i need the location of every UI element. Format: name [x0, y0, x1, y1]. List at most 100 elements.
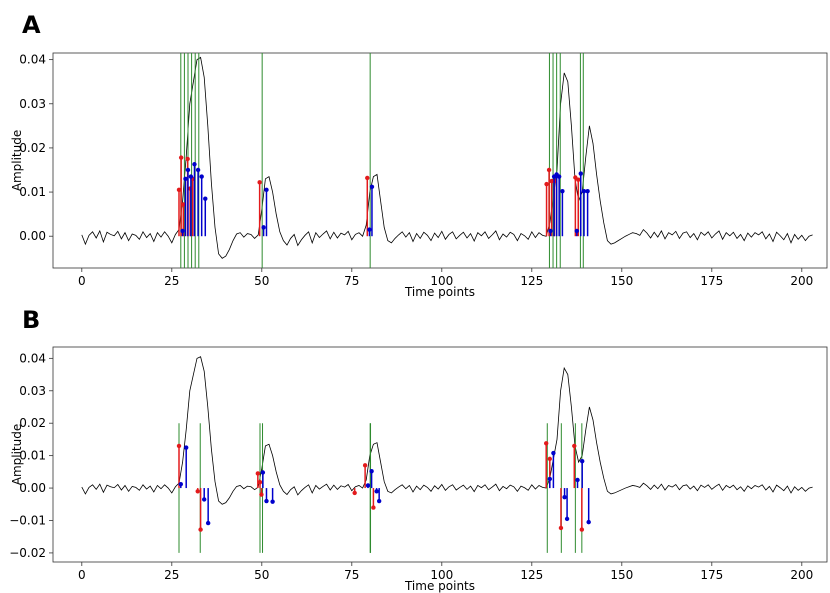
x-tick-label: 175 [700, 274, 723, 288]
blue-stem-marker [192, 162, 197, 167]
x-tick-label: 100 [430, 274, 453, 288]
red-stem-marker [362, 463, 368, 468]
y-tick-label: 0.01 [19, 449, 46, 463]
panel-b: 0 25 50 75 100 125 150 175 200 −0.02 −0.01 0.00 0.0… [9, 346, 828, 593]
y-tick-label: 0.02 [19, 141, 46, 155]
y-tick-label: 0.03 [19, 384, 46, 398]
x-tick-label: 0 [78, 274, 86, 288]
blue-stem-marker [556, 174, 562, 179]
blue-stem-marker [580, 458, 585, 464]
blue-stem-marker [365, 483, 371, 488]
x-tick-label: 150 [610, 568, 633, 582]
red-stem-marker [176, 187, 182, 193]
x-tick-label: 125 [520, 274, 543, 288]
x-tick-label: 150 [610, 274, 633, 288]
blue-stem-marker [574, 228, 579, 234]
blue-stem-marker [195, 167, 201, 173]
x-tick-label: 0 [78, 568, 86, 582]
red-stem-marker [176, 443, 182, 449]
blue-stem-marker [578, 171, 583, 176]
y-ticks-b: −0.02 −0.01 0.00 0.01 0.02 0.03 0.04 [9, 351, 53, 560]
y-tick-label: −0.01 [9, 513, 46, 527]
blue-stem-marker [369, 469, 374, 474]
blue-stem-marker [564, 516, 570, 522]
blue-stem-marker [367, 227, 372, 232]
blue-stem-marker [560, 188, 565, 194]
red-stem-marker [257, 180, 262, 185]
x-tick-label: 25 [164, 568, 179, 582]
red-stem-marker [544, 181, 549, 187]
y-tick-label: 0.00 [19, 229, 46, 243]
red-stem-marker [198, 527, 203, 532]
blue-stem-marker [184, 445, 189, 450]
x-axis-label-a: Time points [404, 285, 475, 299]
y-tick-label: 0.00 [19, 481, 46, 495]
x-tick-label: 200 [790, 274, 813, 288]
panel-label-a: A [22, 11, 41, 39]
red-stem-marker [185, 156, 190, 162]
blue-stem-marker [261, 225, 266, 230]
y-tick-label: 0.01 [19, 185, 46, 199]
signal-line [81, 356, 813, 505]
y-axis-label-b: Amplitude [10, 424, 24, 486]
blue-stem-marker [185, 167, 191, 173]
y-tick-label: −0.02 [9, 546, 46, 560]
blue-stem-marker [188, 174, 194, 179]
y-tick-label: 0.02 [19, 416, 46, 430]
red-stem-marker [544, 441, 549, 446]
red-stem-marker [178, 155, 184, 160]
blue-stem-marker [376, 498, 382, 504]
blue-stem-marker [205, 520, 211, 526]
x-tick-label: 125 [520, 568, 543, 582]
signal-layer-b [81, 356, 813, 505]
blue-stems-a [180, 162, 590, 237]
red-stem-marker [255, 471, 261, 476]
x-ticks-a: 0 25 50 75 100 125 150 175 200 [78, 268, 813, 288]
blue-stem-marker [551, 450, 556, 456]
red-stem-marker [576, 177, 581, 182]
green-lines-b [178, 423, 583, 553]
blue-stem-marker [548, 228, 553, 234]
red-stem-marker [195, 489, 200, 494]
blue-stem-marker [270, 499, 275, 504]
red-stem-marker [546, 167, 552, 173]
blue-stems-b [178, 445, 591, 526]
y-tick-label: 0.04 [19, 351, 46, 365]
blue-stem-marker [369, 184, 375, 189]
x-tick-label: 75 [344, 274, 359, 288]
y-tick-label: 0.04 [19, 53, 46, 67]
blue-stem-marker [562, 494, 567, 500]
blue-stem-marker [178, 481, 183, 487]
red-stem-marker [257, 480, 263, 485]
x-tick-label: 25 [164, 274, 179, 288]
red-stem-marker [365, 175, 370, 181]
blue-stem-marker [180, 228, 185, 234]
red-stem-marker [259, 492, 264, 497]
x-tick-label: 200 [790, 568, 813, 582]
blue-stem-marker [586, 519, 591, 525]
x-tick-label: 75 [344, 568, 359, 582]
blue-stem-marker [183, 176, 188, 182]
blue-stem-marker [547, 476, 552, 482]
green-lines-a [180, 53, 584, 268]
plot-frame-a [52, 52, 828, 269]
blue-stem-marker [575, 477, 580, 483]
plot-frame-b [52, 346, 828, 563]
blue-stem-marker [264, 187, 269, 193]
red-stem-marker [371, 505, 376, 510]
red-stem-marker [579, 527, 585, 532]
x-ticks-b: 0 25 50 75 100 125 150 175 200 [78, 562, 813, 582]
x-tick-label: 175 [700, 568, 723, 582]
red-stem-marker [352, 490, 357, 496]
blue-stem-marker [199, 174, 204, 179]
red-stem-marker [572, 443, 577, 449]
blue-stem-marker [581, 188, 587, 194]
blue-stem-marker [264, 498, 269, 504]
red-stems-a [176, 155, 581, 237]
signal-layer-a [81, 56, 813, 259]
x-axis-label-b: Time points [404, 579, 475, 593]
x-tick-label: 50 [254, 568, 269, 582]
blue-stem-marker [202, 497, 207, 502]
blue-stem-marker [203, 196, 208, 201]
